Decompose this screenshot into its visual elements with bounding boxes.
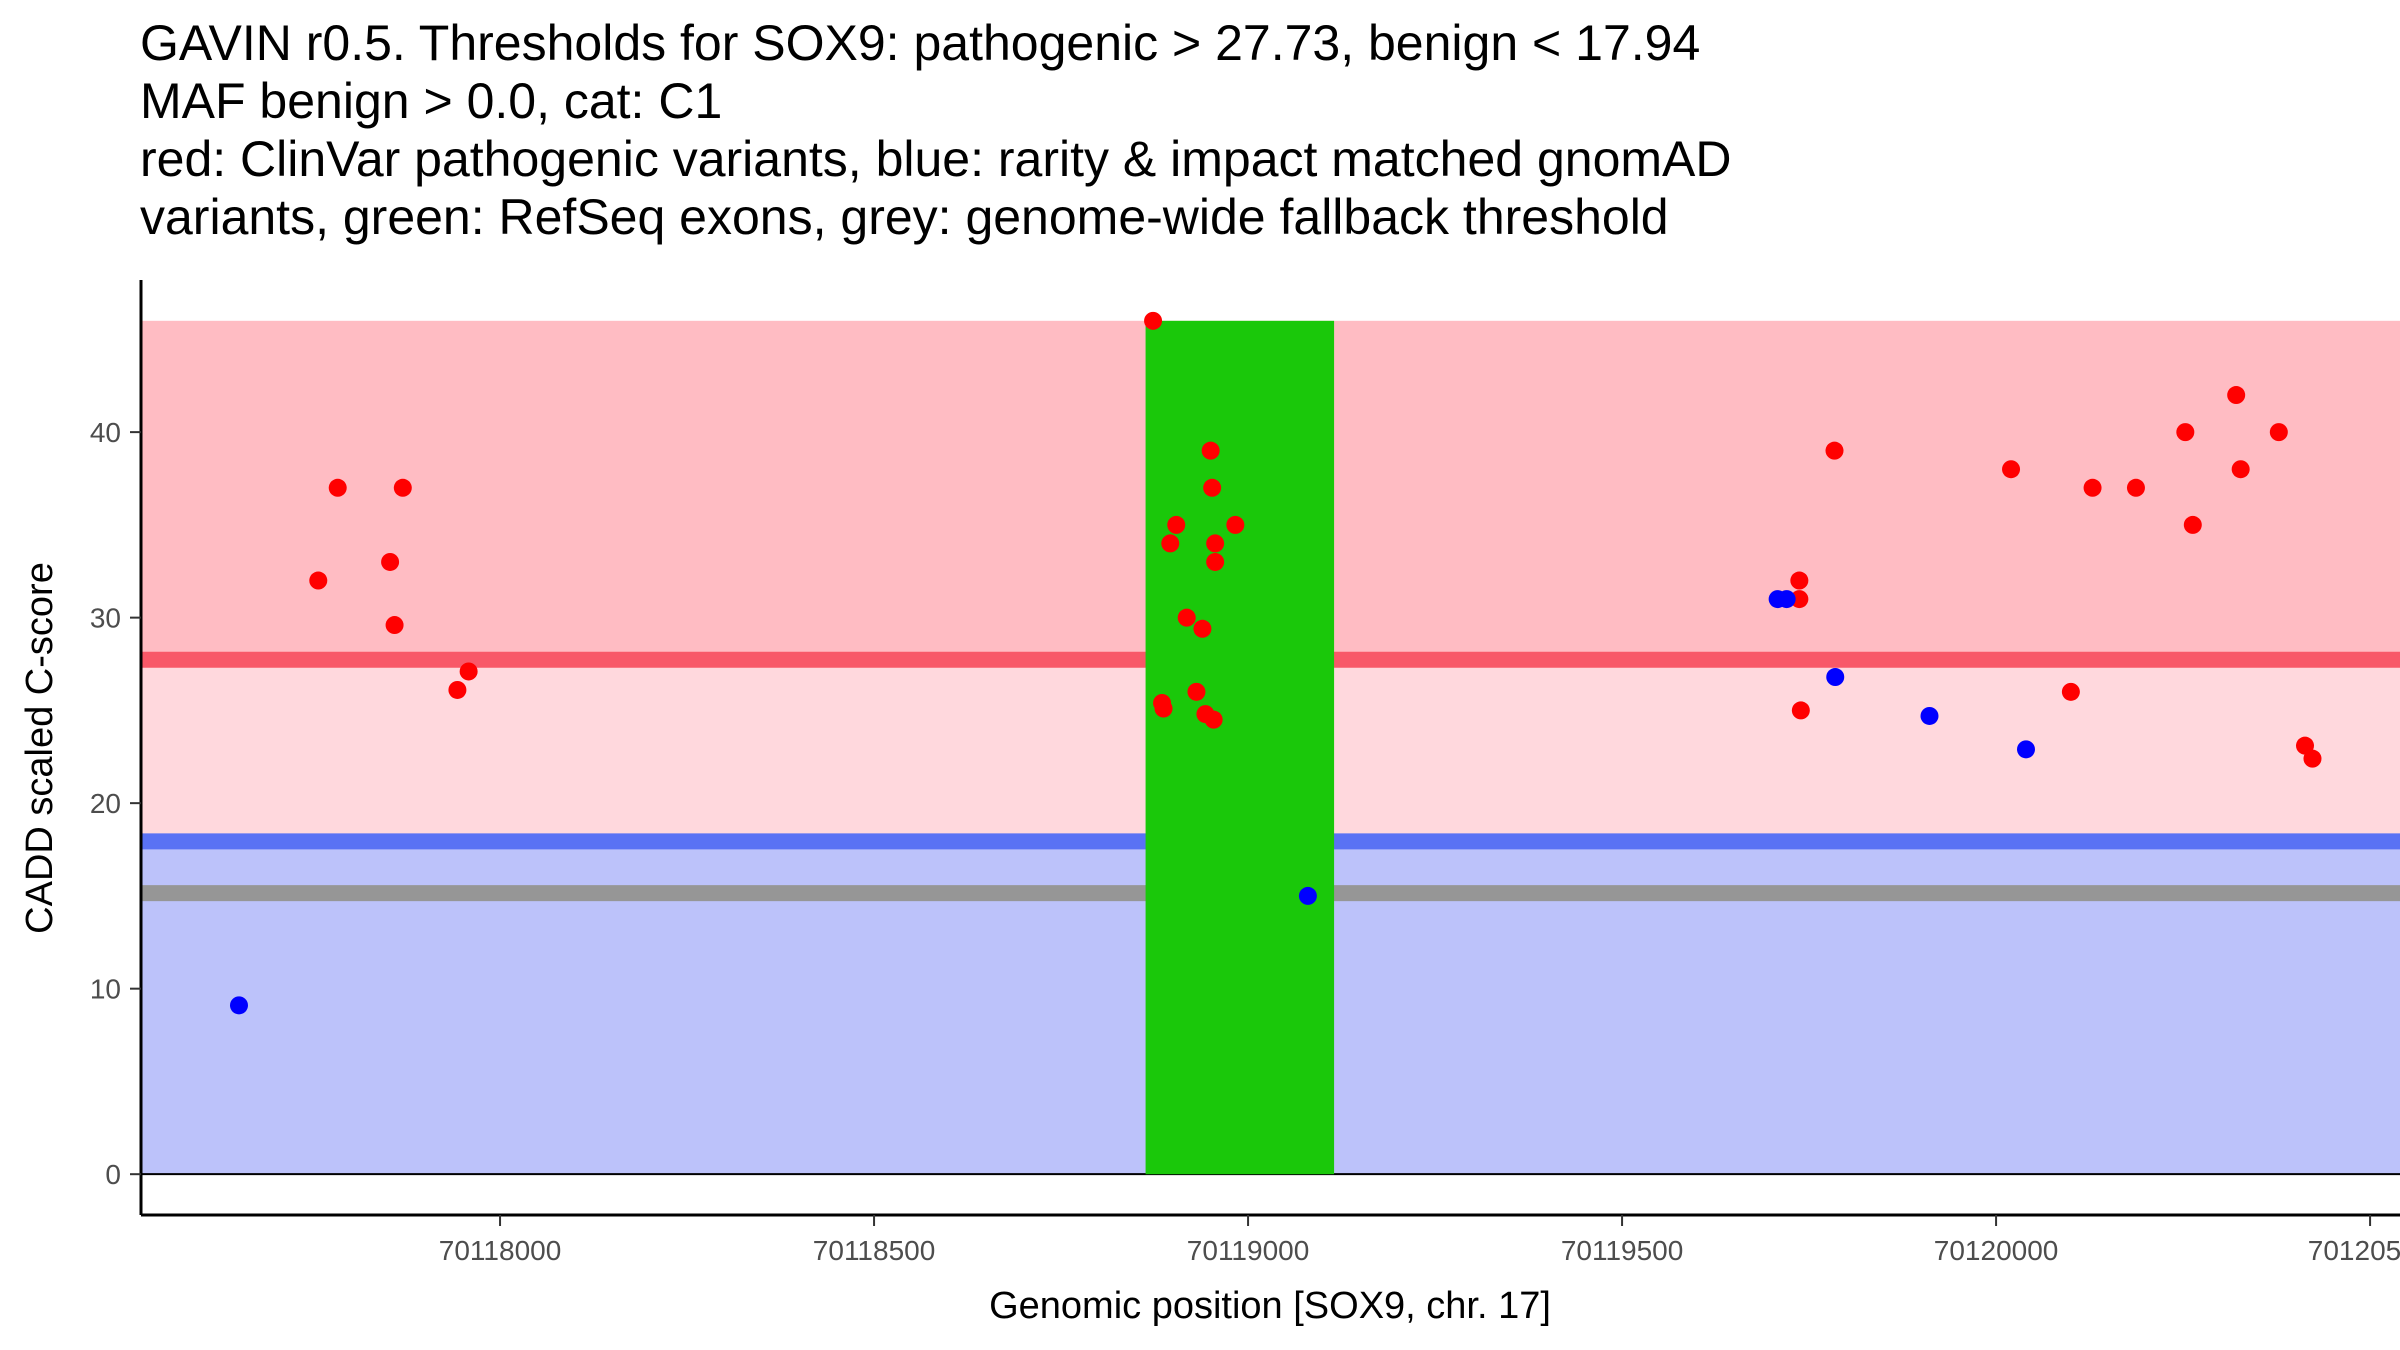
title-line-4: variants, green: RefSeq exons, grey: gen… bbox=[140, 189, 1669, 245]
y-axis-title: CADD scaled C-score bbox=[19, 562, 61, 934]
benign-point bbox=[1298, 886, 1317, 905]
pathogenic-point bbox=[2126, 478, 2145, 497]
x-axis-title: Genomic position [SOX9, chr. 17] bbox=[989, 1285, 1551, 1327]
y-tick-label: 30 bbox=[90, 603, 121, 634]
pathogenic-point bbox=[2083, 478, 2102, 497]
pathogenic-point bbox=[1203, 478, 1222, 497]
pathogenic-point bbox=[1204, 710, 1223, 729]
pathogenic-point bbox=[1206, 552, 1225, 571]
exon-layer bbox=[1145, 320, 1335, 1175]
pathogenic-point bbox=[2303, 749, 2322, 768]
y-tick-label: 0 bbox=[105, 1159, 121, 1190]
benign-point bbox=[2016, 740, 2035, 759]
y-tick-label: 40 bbox=[90, 417, 121, 448]
pathogenic-point bbox=[385, 616, 404, 635]
x-tick-label: 70118000 bbox=[439, 1235, 562, 1266]
point-layer bbox=[229, 311, 2322, 1015]
pathogenic-point bbox=[459, 662, 478, 681]
pathogenic-point bbox=[1825, 441, 1844, 460]
pathogenic-point bbox=[393, 478, 412, 497]
pathogenic-point bbox=[1790, 571, 1809, 590]
chart-title: GAVIN r0.5. Thresholds for SOX9: pathoge… bbox=[140, 14, 1731, 246]
pathogenic-point bbox=[2227, 386, 2246, 405]
pathogenic-point bbox=[1144, 311, 1163, 330]
pathogenic-point bbox=[1201, 441, 1220, 460]
pathogenic-point bbox=[328, 478, 347, 497]
x-tick-label: 70119000 bbox=[1187, 1235, 1310, 1266]
pathogenic-point bbox=[2002, 460, 2021, 479]
x-axis-ticks: 70118000 70118500 70119000 70119500 70120000… bbox=[439, 1215, 2400, 1266]
pathogenic-point bbox=[1193, 619, 1212, 638]
pathogenic-point bbox=[1167, 515, 1186, 534]
title-line-3: red: ClinVar pathogenic variants, blue: … bbox=[140, 131, 1732, 187]
pathogenic-point bbox=[1187, 682, 1206, 701]
x-tick-label: 70120500 bbox=[2308, 1235, 2400, 1266]
pathogenic-point bbox=[309, 571, 328, 590]
pathogenic-point bbox=[1791, 701, 1810, 720]
x-tick-label: 70120000 bbox=[1934, 1235, 2059, 1266]
benign-point bbox=[1826, 668, 1845, 687]
y-tick-label: 20 bbox=[90, 788, 121, 819]
pathogenic-point bbox=[1161, 534, 1180, 553]
pathogenic-point bbox=[448, 680, 467, 699]
pathogenic-point bbox=[1790, 590, 1809, 609]
pathogenic-point bbox=[2176, 423, 2195, 442]
pathogenic-point bbox=[1154, 699, 1173, 718]
pathogenic-point bbox=[381, 552, 400, 571]
pathogenic-point bbox=[1206, 534, 1225, 553]
plot-panel bbox=[141, 311, 2400, 1176]
pathogenic-point bbox=[2183, 515, 2202, 534]
x-tick-label: 70118500 bbox=[813, 1235, 936, 1266]
x-tick-label: 70119500 bbox=[1561, 1235, 1684, 1266]
title-line-2: MAF benign > 0.0, cat: C1 bbox=[140, 73, 723, 129]
benign-point bbox=[1920, 706, 1939, 725]
pathogenic-point bbox=[1226, 515, 1245, 534]
benign-point bbox=[229, 996, 248, 1015]
benign-point bbox=[1777, 590, 1796, 609]
pathogenic-point bbox=[2269, 423, 2288, 442]
pathogenic-point bbox=[2231, 460, 2250, 479]
pathogenic-point bbox=[2061, 682, 2080, 701]
y-tick-label: 10 bbox=[90, 974, 121, 1005]
pathogenic-point bbox=[1177, 608, 1196, 627]
exon-band bbox=[1145, 320, 1335, 1175]
title-line-1: GAVIN r0.5. Thresholds for SOX9: pathoge… bbox=[140, 15, 1701, 71]
y-axis-ticks: 0 10 20 30 40 bbox=[90, 417, 141, 1190]
